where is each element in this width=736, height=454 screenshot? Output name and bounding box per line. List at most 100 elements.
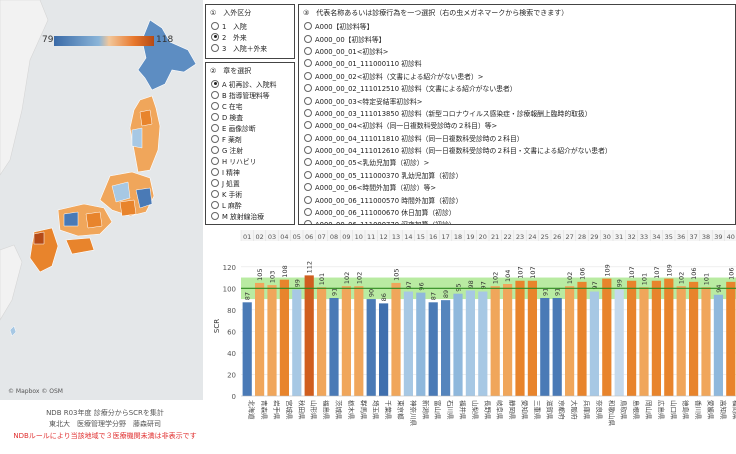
radio-button[interactable] — [211, 134, 219, 143]
radio-option[interactable]: A000_00_03_111013850 初診料（新型コロナウイルス感染症・診療… — [299, 107, 735, 119]
chart-bar — [366, 299, 376, 396]
radio-option[interactable]: A000_00_04_111011810 初診料（同一日複数科受診時の２科目） — [299, 132, 735, 144]
radio-option[interactable]: M 放射線治療 — [206, 210, 294, 221]
y-tick-label: 80 — [227, 307, 236, 315]
radio-option[interactable]: F 薬剤 — [206, 133, 294, 144]
radio-button[interactable] — [211, 43, 219, 52]
radio-button[interactable] — [211, 200, 219, 209]
radio-option[interactable]: D 検査 — [206, 111, 294, 122]
radio-button[interactable] — [304, 183, 312, 192]
map-attribution[interactable]: © Mapbox © OSM — [8, 388, 63, 395]
radio-option[interactable]: G 注射 — [206, 144, 294, 155]
radio-option[interactable]: A000_00_04<初診料（同一日複数科受診時の２科目）等> — [299, 119, 735, 131]
radio-option[interactable]: A000_00_01<初診料> — [299, 45, 735, 57]
radio-label: A000_00【初診料等】 — [315, 35, 386, 44]
radio-option[interactable]: H リハビリ — [206, 155, 294, 166]
radio-option[interactable]: A000_00_02_111012510 初診料（文書による紹介がない患者） — [299, 82, 735, 94]
radio-button[interactable] — [211, 178, 219, 187]
radio-option[interactable]: A 初再診、入院料 — [206, 78, 294, 89]
radio-option[interactable]: E 画像診断 — [206, 122, 294, 133]
radio-button[interactable] — [211, 112, 219, 121]
radio-option[interactable]: A000_00_06<時間外加算（初診）等> — [299, 181, 735, 193]
radio-button[interactable] — [304, 108, 312, 117]
prefecture-name-label: 京都府 — [558, 400, 567, 420]
radio-option[interactable]: 1 入院 — [206, 20, 294, 31]
prefecture-code-label: 13 — [392, 233, 400, 241]
prefecture-shape[interactable] — [111, 181, 131, 203]
radio-button[interactable] — [304, 170, 312, 179]
radio-option[interactable]: A000【初診料等】 — [299, 20, 735, 32]
prefecture-shape[interactable] — [131, 127, 143, 149]
radio-option[interactable]: L 麻酔 — [206, 199, 294, 210]
radio-button[interactable] — [304, 208, 312, 217]
radio-option[interactable]: A000_00_05<乳幼児加算（初診）> — [299, 156, 735, 168]
bar-value-label: 106 — [579, 267, 587, 279]
radio-option[interactable]: A000_00_06_111000670 休日加算（初診） — [299, 206, 735, 218]
chart-bar — [267, 285, 277, 396]
radio-button[interactable] — [304, 59, 312, 68]
radio-button[interactable] — [304, 195, 312, 204]
radio-button[interactable] — [211, 79, 219, 88]
radio-button[interactable] — [304, 96, 312, 105]
radio-button[interactable] — [304, 71, 312, 80]
radio-button[interactable] — [211, 189, 219, 198]
radio-button[interactable] — [304, 46, 312, 55]
radio-option[interactable]: A000_00_05_111000370 乳幼児加算（初診） — [299, 169, 735, 181]
radio-option[interactable]: K 手術 — [206, 188, 294, 199]
map-canvas[interactable] — [0, 0, 203, 400]
radio-button[interactable] — [211, 145, 219, 154]
radio-option[interactable]: 2 外来 — [206, 31, 294, 42]
radio-button[interactable] — [304, 158, 312, 167]
chart-bar — [713, 294, 723, 396]
radio-option[interactable]: A000_00_06_111000570 時間外加算（初診） — [299, 193, 735, 205]
radio-label: M 放射線治療 — [222, 212, 265, 221]
radio-option[interactable]: 3 入院＋外来 — [206, 42, 294, 53]
radio-button[interactable] — [304, 220, 312, 224]
legend-max-value: 118 — [156, 35, 174, 45]
radio-option[interactable]: I 精神 — [206, 166, 294, 177]
radio-button[interactable] — [304, 22, 312, 31]
radio-option[interactable]: A000_00_03<特定妥結率初診料> — [299, 94, 735, 106]
radio-button[interactable] — [304, 34, 312, 43]
prefecture-shape[interactable] — [85, 211, 103, 229]
prefecture-name-label: 宮城県 — [285, 400, 294, 420]
radio-button[interactable] — [304, 84, 312, 93]
radio-button[interactable] — [211, 211, 219, 220]
radio-button[interactable] — [211, 156, 219, 165]
radio-button[interactable] — [211, 123, 219, 132]
radio-button[interactable] — [211, 32, 219, 41]
chart-bar — [577, 281, 587, 396]
radio-button[interactable] — [211, 90, 219, 99]
prefecture-code-label: 10 — [355, 233, 363, 241]
radio-option[interactable]: B 指導管理料等 — [206, 89, 294, 100]
radio-option[interactable]: A000_00_02<初診料（文書による紹介がない患者）> — [299, 70, 735, 82]
radio-button[interactable] — [304, 133, 312, 142]
radio-button[interactable] — [211, 167, 219, 176]
chart-bar — [701, 287, 711, 396]
radio-option[interactable]: C 在宅 — [206, 100, 294, 111]
radio-option[interactable]: A000_00_06_111000770 深夜加算（初診） — [299, 218, 735, 224]
radio-button[interactable] — [211, 21, 219, 30]
shikoku-region[interactable] — [65, 237, 95, 255]
chart-bar — [527, 280, 537, 396]
radio-button[interactable] — [304, 121, 312, 130]
prefecture-shape[interactable] — [63, 211, 79, 227]
radio-option[interactable]: A000_00【初診料等】 — [299, 32, 735, 44]
radio-button[interactable] — [211, 101, 219, 110]
radio-option[interactable]: A000_00_01_111000110 初診料 — [299, 57, 735, 69]
okinawa-region[interactable] — [9, 325, 17, 337]
tohoku-region[interactable] — [129, 95, 161, 173]
prefecture-code-label: 09 — [342, 233, 350, 241]
bar-value-label: 95 — [455, 283, 463, 291]
prefecture-shape[interactable] — [139, 109, 153, 127]
radio-option[interactable]: A000_00_04_111012610 初診料（同一日複数科受診時の２科目・文… — [299, 144, 735, 156]
japan-map[interactable]: 79 118 © Mapbox © OSM — [0, 0, 203, 400]
prefecture-shape[interactable] — [119, 199, 137, 217]
radio-option[interactable]: J 処置 — [206, 177, 294, 188]
prefecture-name-label: 大阪府 — [570, 400, 579, 420]
chart-bar — [255, 282, 265, 396]
prefecture-shape[interactable] — [135, 187, 153, 209]
hokkaido-region[interactable] — [137, 19, 197, 91]
radio-button[interactable] — [304, 146, 312, 155]
prefecture-shape[interactable] — [33, 231, 45, 245]
